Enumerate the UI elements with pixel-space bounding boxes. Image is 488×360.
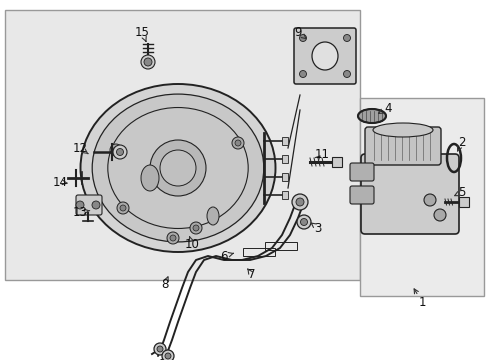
Circle shape — [141, 55, 155, 69]
Circle shape — [164, 353, 171, 359]
Circle shape — [157, 346, 163, 352]
Bar — [264, 242, 296, 250]
Circle shape — [296, 215, 310, 229]
Text: 6: 6 — [220, 249, 227, 262]
Circle shape — [231, 137, 244, 149]
FancyBboxPatch shape — [293, 28, 355, 84]
FancyBboxPatch shape — [364, 127, 440, 165]
Text: 15: 15 — [134, 26, 149, 39]
Ellipse shape — [311, 42, 337, 70]
Text: 10: 10 — [184, 238, 199, 251]
Circle shape — [299, 71, 306, 77]
Circle shape — [92, 201, 100, 209]
Bar — [5, 10, 359, 280]
FancyBboxPatch shape — [349, 186, 373, 204]
Text: 2: 2 — [457, 135, 465, 149]
Text: 8: 8 — [161, 278, 168, 291]
Circle shape — [423, 194, 435, 206]
Circle shape — [433, 209, 445, 221]
Text: 9: 9 — [294, 26, 301, 39]
Ellipse shape — [81, 84, 275, 252]
Circle shape — [154, 343, 165, 355]
Circle shape — [76, 201, 84, 209]
Bar — [282, 173, 287, 181]
Circle shape — [160, 150, 196, 186]
Bar — [331, 157, 341, 167]
Circle shape — [343, 71, 350, 77]
Bar — [359, 98, 483, 296]
Text: 14: 14 — [52, 176, 67, 189]
Circle shape — [110, 144, 122, 156]
Circle shape — [143, 58, 152, 66]
Ellipse shape — [372, 123, 432, 137]
Ellipse shape — [92, 94, 263, 242]
FancyBboxPatch shape — [76, 195, 102, 215]
Text: 12: 12 — [72, 141, 87, 154]
Text: 3: 3 — [314, 221, 321, 234]
Circle shape — [113, 145, 127, 159]
Circle shape — [167, 232, 179, 244]
Circle shape — [170, 235, 176, 241]
Circle shape — [295, 198, 304, 206]
Circle shape — [300, 219, 307, 225]
Circle shape — [299, 35, 306, 41]
Bar — [282, 155, 287, 163]
Circle shape — [116, 149, 123, 156]
Circle shape — [113, 147, 119, 153]
Bar — [243, 248, 274, 256]
Circle shape — [162, 350, 174, 360]
Circle shape — [343, 35, 350, 41]
Bar — [282, 191, 287, 199]
Text: 13: 13 — [72, 206, 87, 219]
Circle shape — [235, 140, 241, 146]
Text: 5: 5 — [457, 185, 465, 198]
Text: 7: 7 — [248, 269, 255, 282]
Ellipse shape — [357, 109, 385, 123]
Circle shape — [120, 205, 126, 211]
Circle shape — [117, 202, 129, 214]
Bar — [458, 197, 468, 207]
Circle shape — [190, 222, 202, 234]
Text: 4: 4 — [384, 102, 391, 114]
Bar — [282, 137, 287, 145]
Circle shape — [193, 225, 199, 231]
Circle shape — [150, 140, 205, 196]
Text: 1: 1 — [417, 296, 425, 309]
Text: 11: 11 — [314, 148, 329, 161]
FancyBboxPatch shape — [349, 163, 373, 181]
FancyBboxPatch shape — [360, 154, 458, 234]
Circle shape — [291, 194, 307, 210]
Ellipse shape — [141, 165, 159, 191]
Ellipse shape — [206, 207, 219, 225]
